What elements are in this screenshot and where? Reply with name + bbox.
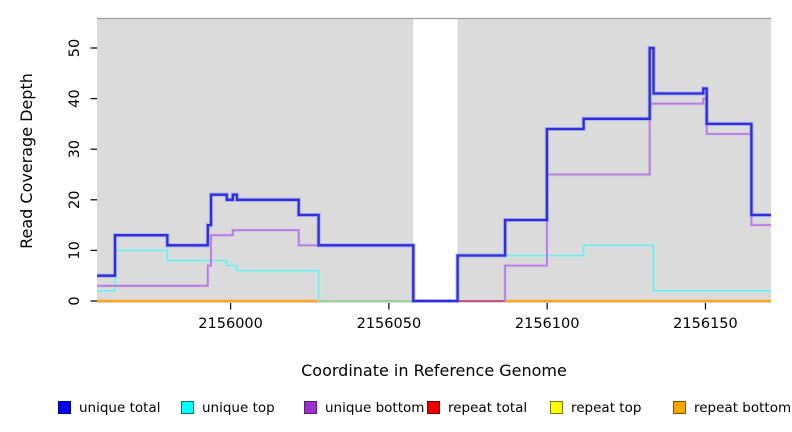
- legend-label-repeat-total: repeat total: [448, 400, 528, 416]
- legend-swatch-unique-total-icon: [58, 401, 71, 414]
- y-tick-label: 10: [67, 241, 83, 259]
- series-unique-total-line-0: [97, 46, 771, 303]
- x-tick-label: 2156150: [673, 316, 738, 332]
- x-tick-label: 2156100: [515, 316, 580, 332]
- legend-item-repeat-total: repeat total: [427, 398, 528, 416]
- legend-item-repeat-bottom: repeat bottom: [673, 398, 792, 416]
- y-tick-label: 20: [67, 191, 83, 209]
- gap-region: [413, 19, 458, 303]
- legend-label-repeat-top: repeat top: [571, 400, 642, 416]
- y-tick-label: 30: [67, 140, 83, 158]
- legend-swatch-unique-top-icon: [181, 401, 194, 414]
- x-axis-title: Coordinate in Reference Genome: [301, 361, 567, 380]
- legend-label-unique-total: unique total: [79, 400, 161, 416]
- legend-swatch-repeat-top-icon: [550, 401, 563, 414]
- x-tick-label: 2156000: [198, 316, 263, 332]
- y-axis-title: Read Coverage Depth: [17, 73, 36, 249]
- legend-swatch-unique-bottom-icon: [304, 401, 317, 414]
- legend-item-repeat-top: repeat top: [550, 398, 642, 416]
- y-tick-label: 0: [67, 296, 83, 305]
- legend-label-unique-bottom: unique bottom: [325, 400, 425, 416]
- x-tick-label: 2156050: [357, 316, 422, 332]
- y-tick-label: 50: [67, 39, 83, 57]
- legend-swatch-repeat-total-icon: [427, 401, 440, 414]
- legend-swatch-repeat-bottom-icon: [673, 401, 686, 414]
- y-tick-label: 40: [67, 89, 83, 107]
- legend-label-unique-top: unique top: [202, 400, 275, 416]
- legend-item-unique-top: unique top: [181, 398, 275, 416]
- legend-label-repeat-bottom: repeat bottom: [694, 400, 792, 416]
- legend-item-unique-total: unique total: [58, 398, 161, 416]
- legend-item-unique-bottom: unique bottom: [304, 398, 425, 416]
- legend: unique total unique top unique bottom re…: [0, 398, 792, 418]
